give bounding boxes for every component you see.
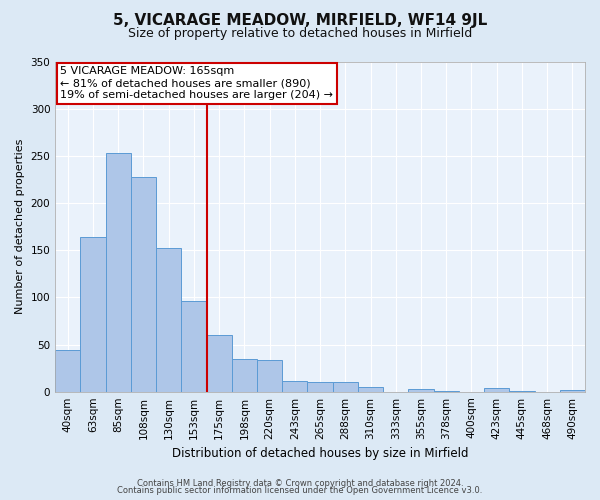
- Bar: [282, 382, 307, 392]
- Bar: [307, 382, 332, 392]
- Text: Contains public sector information licensed under the Open Government Licence v3: Contains public sector information licen…: [118, 486, 482, 495]
- Text: Contains HM Land Registry data © Crown copyright and database right 2024.: Contains HM Land Registry data © Crown c…: [137, 478, 463, 488]
- Bar: [80, 237, 106, 392]
- Bar: [131, 176, 156, 392]
- Bar: [358, 387, 383, 392]
- Bar: [232, 358, 257, 392]
- Bar: [257, 360, 282, 392]
- Bar: [206, 335, 232, 392]
- Bar: [434, 390, 459, 392]
- Bar: [181, 301, 206, 392]
- Bar: [560, 390, 585, 392]
- Bar: [509, 390, 535, 392]
- Bar: [484, 388, 509, 392]
- Bar: [106, 153, 131, 392]
- Text: Size of property relative to detached houses in Mirfield: Size of property relative to detached ho…: [128, 28, 472, 40]
- Y-axis label: Number of detached properties: Number of detached properties: [15, 139, 25, 314]
- Text: 5, VICARAGE MEADOW, MIRFIELD, WF14 9JL: 5, VICARAGE MEADOW, MIRFIELD, WF14 9JL: [113, 12, 487, 28]
- Bar: [55, 350, 80, 392]
- Text: 5 VICARAGE MEADOW: 165sqm
← 81% of detached houses are smaller (890)
19% of semi: 5 VICARAGE MEADOW: 165sqm ← 81% of detac…: [61, 66, 334, 100]
- Bar: [332, 382, 358, 392]
- Bar: [409, 389, 434, 392]
- Bar: [156, 248, 181, 392]
- X-axis label: Distribution of detached houses by size in Mirfield: Distribution of detached houses by size …: [172, 447, 469, 460]
